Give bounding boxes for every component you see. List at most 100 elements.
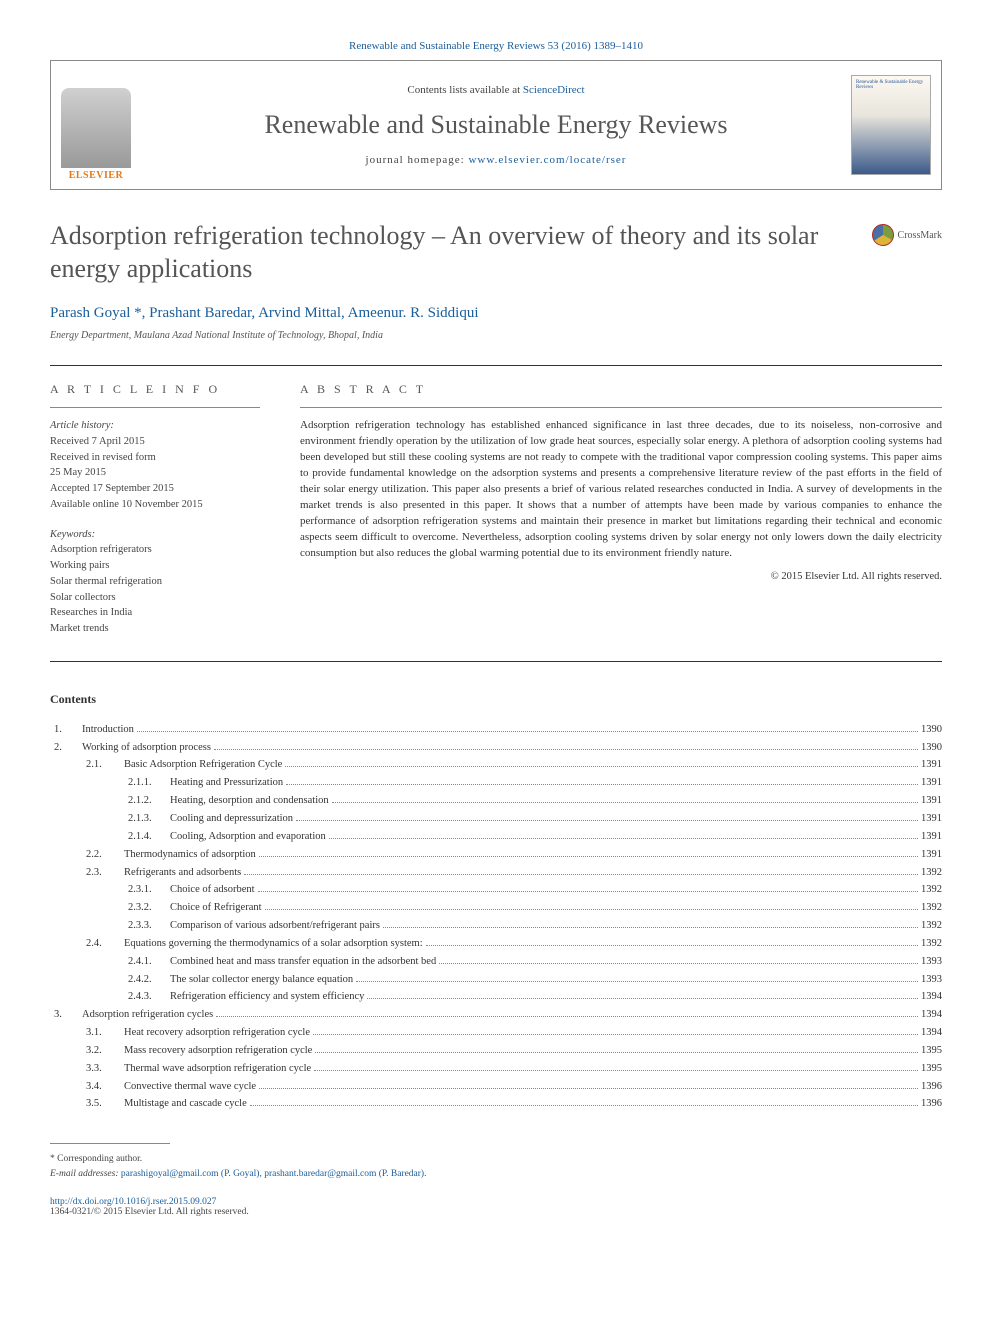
- toc-dots: [314, 1070, 918, 1071]
- toc-title: Basic Adsorption Refrigeration Cycle: [124, 756, 282, 774]
- toc-number: 2.3.1.: [128, 881, 170, 899]
- toc-number: 2.1.2.: [128, 792, 170, 810]
- authors-text[interactable]: Parash Goyal *, Prashant Baredar, Arvind…: [50, 305, 479, 321]
- toc-page: 1391: [921, 774, 942, 792]
- toc-row[interactable]: 2.4.3.Refrigeration efficiency and syste…: [50, 988, 942, 1006]
- history-block: Article history: Received 7 April 2015 R…: [50, 418, 260, 513]
- toc-dots: [285, 766, 918, 767]
- toc-title: Choice of adsorbent: [170, 881, 255, 899]
- toc-number: 2.4.: [86, 935, 124, 953]
- toc-row[interactable]: 2.1.2.Heating, desorption and condensati…: [50, 792, 942, 810]
- journal-name: Renewable and Sustainable Energy Reviews: [141, 110, 851, 140]
- toc-title: Cooling, Adsorption and evaporation: [170, 828, 326, 846]
- toc-number: 3.5.: [86, 1095, 124, 1113]
- toc-number: 2.: [54, 739, 82, 757]
- article-title: Adsorption refrigeration technology – An…: [50, 220, 852, 285]
- toc-page: 1392: [921, 899, 942, 917]
- toc-row[interactable]: 2.4.1.Combined heat and mass transfer eq…: [50, 953, 942, 971]
- toc-row[interactable]: 2.1.4.Cooling, Adsorption and evaporatio…: [50, 828, 942, 846]
- toc-row[interactable]: 3.2.Mass recovery adsorption refrigerati…: [50, 1042, 942, 1060]
- toc-row[interactable]: 3.5.Multistage and cascade cycle1396: [50, 1095, 942, 1113]
- email-label: E-mail addresses:: [50, 1169, 121, 1179]
- history-line: Received in revised form: [50, 450, 260, 466]
- toc-title: Mass recovery adsorption refrigeration c…: [124, 1042, 312, 1060]
- toc-number: 3.3.: [86, 1060, 124, 1078]
- toc-page: 1393: [921, 971, 942, 989]
- toc-title: Heating, desorption and condensation: [170, 792, 329, 810]
- toc-dots: [216, 1016, 918, 1017]
- toc-page: 1396: [921, 1078, 942, 1096]
- journal-cover-thumbnail[interactable]: Renewable & Sustainable Energy Reviews: [851, 75, 931, 175]
- toc-row[interactable]: 2.4.2.The solar collector energy balance…: [50, 971, 942, 989]
- keyword: Market trends: [50, 621, 260, 637]
- toc-number: 2.1.: [86, 756, 124, 774]
- keyword: Working pairs: [50, 558, 260, 574]
- toc-row[interactable]: 2.Working of adsorption process1390: [50, 739, 942, 757]
- toc-row[interactable]: 2.3.2.Choice of Refrigerant1392: [50, 899, 942, 917]
- toc-dots: [367, 998, 918, 999]
- toc-dots: [356, 981, 918, 982]
- toc-number: 3.4.: [86, 1078, 124, 1096]
- toc-page: 1395: [921, 1060, 942, 1078]
- toc-row[interactable]: 1.Introduction1390: [50, 721, 942, 739]
- abstract-column: A B S T R A C T Adsorption refrigeration…: [300, 382, 942, 637]
- toc-dots: [250, 1105, 918, 1106]
- toc-row[interactable]: 2.1.3.Cooling and depressurization1391: [50, 810, 942, 828]
- toc-dots: [286, 784, 918, 785]
- toc-dots: [439, 963, 918, 964]
- toc-row[interactable]: 2.2.Thermodynamics of adsorption1391: [50, 846, 942, 864]
- toc-title: Heat recovery adsorption refrigeration c…: [124, 1024, 310, 1042]
- toc-row[interactable]: 2.3.Refrigerants and adsorbents1392: [50, 864, 942, 882]
- header-center: Contents lists available at ScienceDirec…: [141, 84, 851, 166]
- homepage-url[interactable]: www.elsevier.com/locate/rser: [468, 154, 626, 166]
- toc-row[interactable]: 2.1.1.Heating and Pressurization 1391: [50, 774, 942, 792]
- toc-dots: [137, 731, 918, 732]
- contents-available-line: Contents lists available at ScienceDirec…: [141, 84, 851, 96]
- toc-number: 2.3.3.: [128, 917, 170, 935]
- toc-row[interactable]: 2.4.Equations governing the thermodynami…: [50, 935, 942, 953]
- article-info-column: A R T I C L E I N F O Article history: R…: [50, 382, 270, 637]
- toc-dots: [244, 874, 918, 875]
- toc-number: 2.1.4.: [128, 828, 170, 846]
- crossmark-icon: [872, 224, 894, 246]
- footer-notes: * Corresponding author. E-mail addresses…: [50, 1152, 942, 1181]
- crossmark-badge[interactable]: CrossMark: [872, 224, 942, 246]
- title-row: Adsorption refrigeration technology – An…: [50, 220, 942, 285]
- doi-link[interactable]: http://dx.doi.org/10.1016/j.rser.2015.09…: [50, 1197, 216, 1207]
- email-addresses[interactable]: parashigoyal@gmail.com (P. Goyal), prash…: [121, 1169, 427, 1179]
- toc-row[interactable]: 3.3.Thermal wave adsorption refrigeratio…: [50, 1060, 942, 1078]
- toc-title: Working of adsorption process: [82, 739, 211, 757]
- table-of-contents: 1.Introduction13902.Working of adsorptio…: [50, 721, 942, 1114]
- history-line: Received 7 April 2015: [50, 434, 260, 450]
- toc-row[interactable]: 3.4.Convective thermal wave cycle1396: [50, 1078, 942, 1096]
- homepage-label: journal homepage:: [366, 154, 469, 166]
- affiliation: Energy Department, Maulana Azad National…: [50, 330, 942, 341]
- keyword: Solar collectors: [50, 590, 260, 606]
- toc-title: Heating and Pressurization: [170, 774, 283, 792]
- info-divider-1: [50, 407, 260, 408]
- toc-title: Choice of Refrigerant: [170, 899, 262, 917]
- elsevier-logo[interactable]: ELSEVIER: [51, 61, 141, 189]
- toc-dots: [214, 749, 918, 750]
- toc-row[interactable]: 2.3.1.Choice of adsorbent 1392: [50, 881, 942, 899]
- toc-dots: [383, 927, 918, 928]
- history-line: Available online 10 November 2015: [50, 497, 260, 513]
- toc-number: 2.1.1.: [128, 774, 170, 792]
- toc-page: 1392: [921, 917, 942, 935]
- abstract-copyright: © 2015 Elsevier Ltd. All rights reserved…: [300, 571, 942, 582]
- toc-row[interactable]: 3.Adsorption refrigeration cycles1394: [50, 1006, 942, 1024]
- toc-row[interactable]: 2.3.3.Comparison of various adsorbent/re…: [50, 917, 942, 935]
- elsevier-brand-text: ELSEVIER: [69, 170, 124, 181]
- citation-text[interactable]: Renewable and Sustainable Energy Reviews…: [349, 40, 643, 52]
- toc-title: Combined heat and mass transfer equation…: [170, 953, 436, 971]
- toc-title: Cooling and depressurization: [170, 810, 293, 828]
- toc-row[interactable]: 2.1.Basic Adsorption Refrigeration Cycle…: [50, 756, 942, 774]
- toc-page: 1392: [921, 881, 942, 899]
- sciencedirect-link[interactable]: ScienceDirect: [523, 84, 585, 96]
- history-line: Accepted 17 September 2015: [50, 481, 260, 497]
- toc-page: 1391: [921, 828, 942, 846]
- toc-row[interactable]: 3.1.Heat recovery adsorption refrigerati…: [50, 1024, 942, 1042]
- toc-page: 1391: [921, 792, 942, 810]
- contents-available-label: Contents lists available at: [407, 84, 522, 96]
- toc-page: 1394: [921, 988, 942, 1006]
